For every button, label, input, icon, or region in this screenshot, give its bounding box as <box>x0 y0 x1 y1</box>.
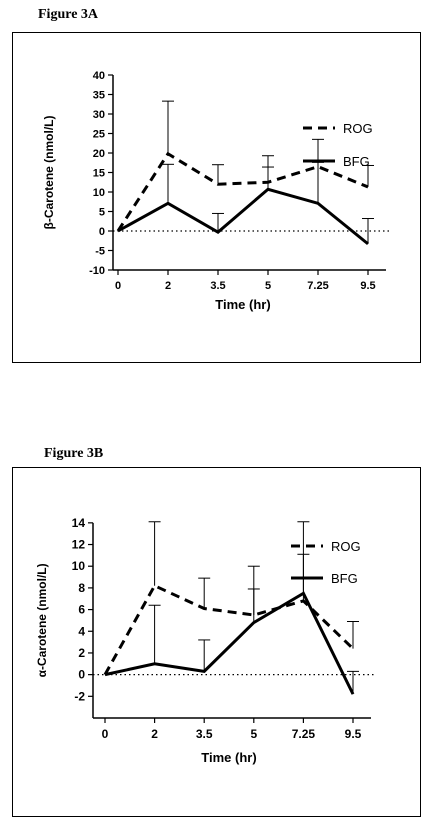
chart-a-y-tick-label: 30 <box>93 109 105 121</box>
chart-b-y-tick-label: 10 <box>72 559 86 573</box>
figure-3b-panel: -2 0 2 4 6 8 10 12 14 0 2 3.5 5 7.25 9.5 Time (hr) α-Car… <box>12 467 421 817</box>
chart-b-y-axis-label: α-Carotene (nmol/L) <box>35 563 49 677</box>
chart-a-x-tick-label: 2 <box>165 280 171 292</box>
chart-a-x-tick-label: 9.5 <box>360 280 375 292</box>
chart-a-y-tick-label: 10 <box>93 187 105 199</box>
chart-a-legend-bfg-label: BFG <box>343 154 370 169</box>
chart-b-x-tick-label: 7.25 <box>292 727 316 741</box>
chart-a-y-tick-label: -10 <box>89 265 105 277</box>
chart-b-x-tick-label: 2 <box>151 727 158 741</box>
chart-a-y-tick-label: 20 <box>93 148 105 160</box>
chart-a-x-tick-label: 0 <box>115 280 121 292</box>
chart-b-x-tick-label: 5 <box>250 727 257 741</box>
chart-a-series-bfg-line <box>117 187 369 246</box>
chart-b-series-rog-line <box>103 583 355 676</box>
chart-b-y-tick-label: 2 <box>78 646 85 660</box>
chart-a-y-axis-label: β-Carotene (nmol/L) <box>42 116 56 230</box>
chart-b-y-tick-label: 8 <box>78 581 85 595</box>
chart-b-y-tick-label: 12 <box>72 538 86 552</box>
chart-b-legend-bfg-label: BFG <box>331 571 358 586</box>
chart-a-y-tick-label: 40 <box>93 70 105 82</box>
chart-b-series-bfg-line <box>104 591 355 695</box>
chart-a-series-rog-line <box>116 151 369 232</box>
figure-3b-title: Figure 3B <box>44 446 104 461</box>
chart-b-legend-rog-label: ROG <box>331 539 361 554</box>
chart-b-x-axis-label: Time (hr) <box>201 750 256 765</box>
chart-b-y-tick-label: -2 <box>74 689 85 703</box>
chart-a-y-tick-label: -5 <box>95 246 105 258</box>
figure-3b-chart: -2 0 2 4 6 8 10 12 14 0 2 3.5 5 7.25 9.5 Time (hr) α-Car… <box>35 516 375 765</box>
figure-3a-panel: -10 -5 0 5 10 15 20 25 30 35 40 0 2 3.5 5 7.25 9.5 Time (… <box>12 32 421 363</box>
chart-a-y-tick-label: 15 <box>93 168 105 180</box>
chart-b-y-tick-label: 14 <box>72 516 86 530</box>
chart-a-y-tick-label: 35 <box>93 90 105 102</box>
chart-b-x-tick-label: 9.5 <box>345 727 362 741</box>
chart-a-y-tick-label: 5 <box>99 207 105 219</box>
chart-a-x-tick-label: 5 <box>265 280 271 292</box>
chart-a-y-tick-label: 25 <box>93 129 105 141</box>
chart-a-y-tick-label: 0 <box>99 226 105 238</box>
chart-b-x-tick-label: 3.5 <box>196 727 213 741</box>
chart-a-x-axis-label: Time (hr) <box>215 297 270 312</box>
chart-b-x-tick-label: 0 <box>102 727 109 741</box>
figure-3a-chart: -10 -5 0 5 10 15 20 25 30 35 40 0 2 3.5 5 7.25 9.5 Time (… <box>42 70 390 312</box>
chart-a-x-tick-label: 3.5 <box>210 280 225 292</box>
chart-a-x-tick-label: 7.25 <box>307 280 328 292</box>
chart-b-y-tick-label: 6 <box>78 603 85 617</box>
chart-b-y-tick-label: 4 <box>78 624 85 638</box>
figure-3a-title: Figure 3A <box>38 7 99 22</box>
chart-b-y-tick-label: 0 <box>78 668 85 682</box>
chart-a-legend-rog-label: ROG <box>343 121 373 136</box>
